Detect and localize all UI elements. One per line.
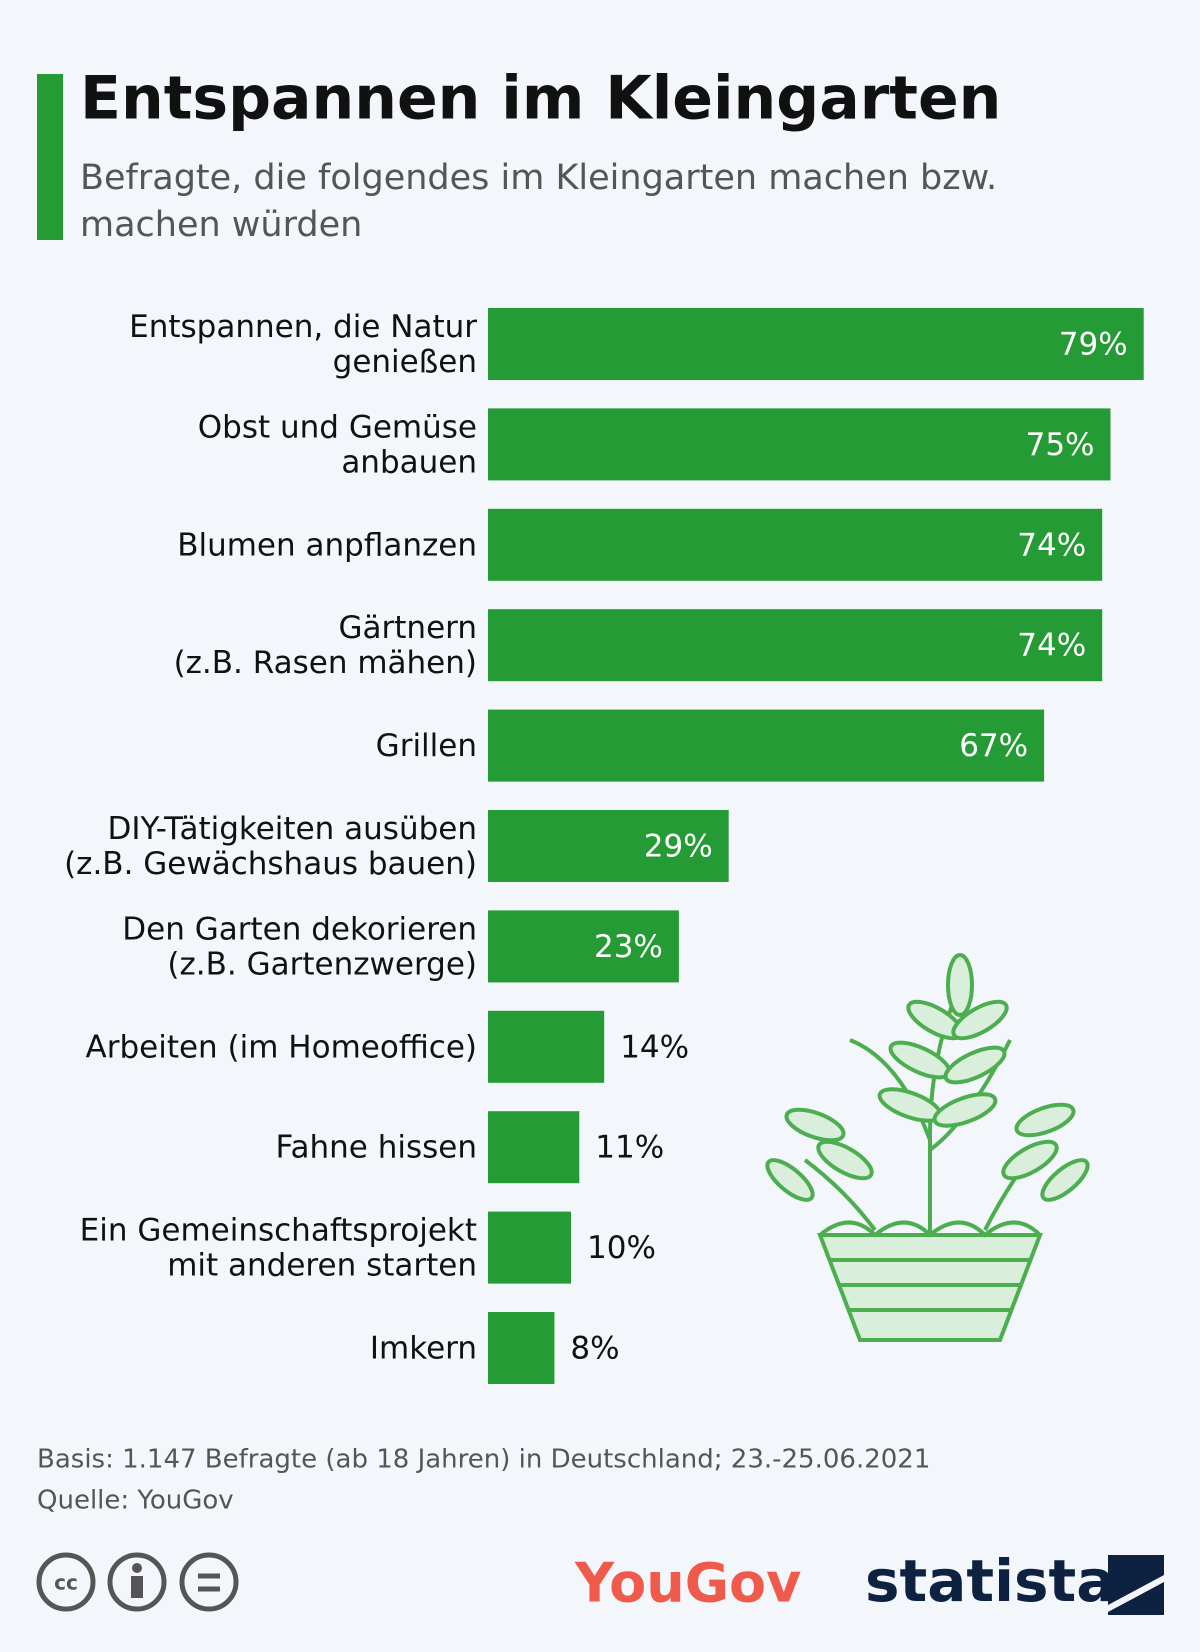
yougov-logo: YouGov (574, 1552, 801, 1615)
bar (488, 1312, 555, 1384)
category-label: (z.B. Gartenzwerge) (167, 946, 477, 982)
bar (488, 508, 1103, 581)
title-accent (37, 74, 63, 240)
category-label: Blumen anpflanzen (177, 527, 477, 563)
bar (488, 308, 1144, 380)
category-label: mit anderen starten (167, 1248, 477, 1284)
category-label: Gärtnern (339, 610, 478, 646)
bar (488, 408, 1111, 481)
bar (488, 810, 729, 882)
category-label: Imkern (370, 1331, 477, 1367)
bar (488, 709, 1045, 782)
category-label: anbauen (341, 444, 477, 480)
value-label: 67% (959, 728, 1028, 764)
category-label: Arbeiten (im Homeoffice) (86, 1029, 478, 1065)
bar (488, 1111, 580, 1184)
category-label: Grillen (376, 728, 477, 764)
license-icons: cc (36, 1552, 239, 1612)
value-label: 74% (1017, 527, 1086, 563)
bar (488, 1211, 571, 1284)
value-label: 23% (594, 929, 663, 965)
value-label: 10% (587, 1230, 656, 1266)
category-label: (z.B. Gewächshaus bauen) (64, 846, 477, 882)
category-label: genießen (333, 344, 477, 380)
bar (488, 1010, 605, 1083)
source-note: Quelle: YouGov (37, 1486, 234, 1516)
value-label: 74% (1017, 628, 1086, 664)
statista-logo: statista (865, 1547, 1115, 1615)
chart-subtitle: machen würden (80, 205, 362, 245)
chart-subtitle: Befragte, die folgendes im Kleingarten m… (80, 158, 997, 198)
value-label: 75% (1026, 427, 1095, 463)
category-label: Fahne hissen (276, 1130, 478, 1166)
svg-text:cc: cc (54, 1571, 78, 1595)
chart-title: Entspannen im Kleingarten (80, 64, 1001, 134)
category-label: Den Garten dekorieren (122, 911, 477, 947)
category-label: Ein Gemeinschaftsprojekt (80, 1213, 477, 1249)
value-label: 29% (644, 829, 713, 865)
category-label: Obst und Gemüse (198, 409, 477, 445)
category-label: Entspannen, die Natur (129, 309, 477, 345)
bar (488, 910, 679, 983)
source-note: Basis: 1.147 Befragte (ab 18 Jahren) in … (37, 1445, 930, 1475)
category-label: DIY-Tätigkeiten ausüben (108, 811, 477, 847)
category-label: (z.B. Rasen mähen) (174, 645, 477, 681)
value-label: 79% (1059, 327, 1128, 363)
bar (488, 609, 1103, 682)
value-label: 14% (620, 1029, 689, 1065)
value-label: 11% (595, 1130, 664, 1166)
value-label: 8% (570, 1331, 619, 1367)
plant-illustration (765, 953, 1090, 1342)
statista-mark (1108, 1555, 1164, 1615)
